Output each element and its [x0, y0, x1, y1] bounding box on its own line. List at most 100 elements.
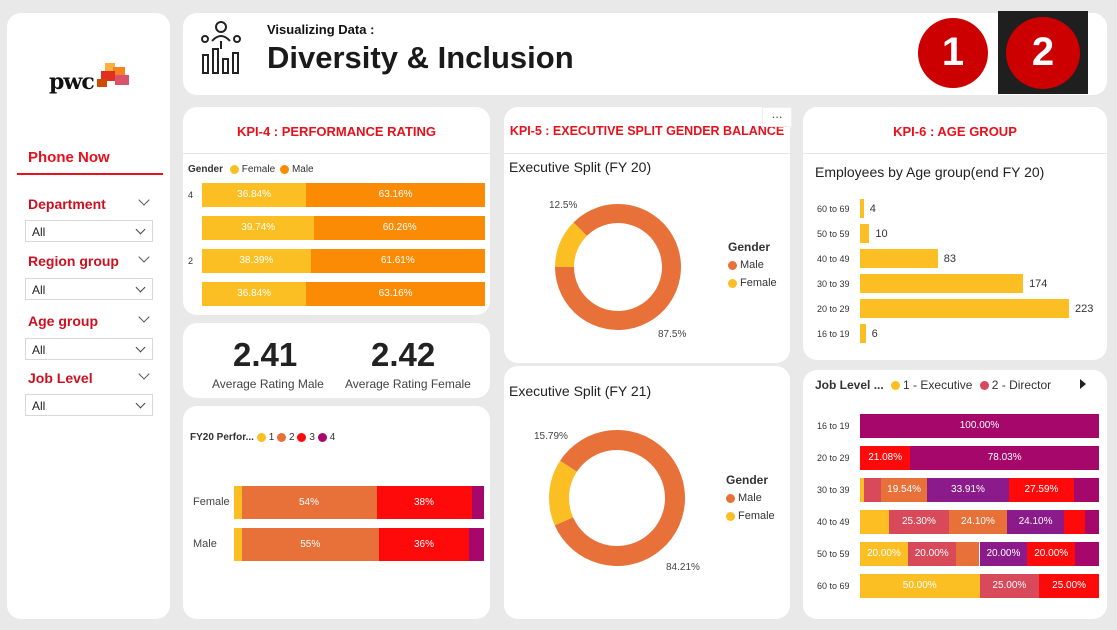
age-bar[interactable] — [860, 274, 1024, 293]
region-group-dropdown[interactable]: All — [25, 278, 153, 300]
donut-slice-male[interactable] — [555, 204, 681, 330]
job-level-segment[interactable]: 24.10% — [949, 510, 1007, 534]
job-level-segment[interactable]: 50.00% — [860, 574, 980, 598]
legend-item-female[interactable]: Female — [726, 510, 775, 522]
legend-item-male[interactable]: Male — [726, 492, 775, 504]
page-1-button[interactable]: 1 — [918, 18, 988, 88]
category-label: Female — [193, 496, 230, 508]
page-2-button[interactable]: 2 — [1006, 17, 1080, 89]
chevron-down-icon[interactable] — [135, 398, 146, 409]
age-chart: 60 to 69 4 50 to 59 10 40 to 49 83 30 to 39 174… — [803, 199, 1107, 349]
ratings-card: 2.41 Average Rating Male 2.42 Average Ra… — [183, 323, 490, 398]
age-bar[interactable] — [860, 224, 870, 243]
age-group-dropdown[interactable]: All — [25, 338, 153, 360]
job-level-segment[interactable]: 20.00% — [907, 542, 956, 566]
perf-bar-row[interactable]: 38.39% 61.61% — [202, 249, 485, 273]
slicer-label: Department — [28, 196, 106, 212]
donut-slice-female[interactable] — [555, 222, 587, 267]
kpi5-legend-fy21: Gender Male Female — [726, 473, 775, 522]
more-options-icon[interactable]: ... — [762, 107, 792, 127]
legend-item-male[interactable]: Male — [279, 164, 314, 175]
department-dropdown[interactable]: All — [25, 220, 153, 242]
perf-segment[interactable] — [234, 528, 242, 561]
job-level-segment[interactable] — [860, 510, 889, 534]
perf-segment[interactable] — [471, 486, 484, 519]
perf-bar-male[interactable]: 63.16% — [306, 183, 485, 207]
age-bar[interactable] — [860, 299, 1069, 318]
job-level-segment[interactable]: 100.00% — [860, 414, 1099, 438]
legend-item-2[interactable]: 2 — [277, 432, 295, 443]
perf-segment[interactable]: 38% — [376, 486, 472, 519]
page-2-button-frame[interactable]: 2 — [998, 11, 1088, 94]
chevron-down-icon[interactable] — [135, 282, 146, 293]
slicer-label: Age group — [28, 313, 98, 329]
perf-bar-female[interactable]: 38.39% — [202, 249, 311, 273]
perf-segment[interactable]: 36% — [379, 528, 469, 561]
legend-item-3[interactable]: 3 — [297, 432, 315, 443]
perf-bar-male[interactable]: 61.61% — [310, 249, 485, 273]
perf-bar-row[interactable]: 36.84% 63.16% — [202, 183, 485, 207]
legend-item-executive[interactable]: 1 - Executive — [891, 378, 972, 392]
job-level-segment[interactable] — [1074, 478, 1099, 502]
age-label: 50 to 59 — [817, 229, 850, 239]
job-level-segment[interactable]: 21.08% — [860, 446, 911, 470]
age-bar[interactable] — [860, 324, 866, 343]
perf-bar-female[interactable]: 36.84% — [202, 183, 307, 207]
chevron-down-icon[interactable] — [135, 342, 146, 353]
legend-item-female[interactable]: Female — [728, 277, 777, 289]
slicer-label: Region group — [28, 253, 119, 269]
job-level-segment[interactable]: 20.00% — [1027, 542, 1076, 566]
perf-bar-row[interactable]: 39.74% 60.26% — [202, 216, 485, 240]
exec-split-fy20-title: Executive Split (FY 20) — [509, 159, 652, 175]
age-label: 16 to 19 — [817, 421, 850, 431]
exec-split-fy21-title: Executive Split (FY 21) — [509, 383, 652, 399]
age-bar[interactable] — [860, 249, 938, 268]
donut-slice-female[interactable] — [549, 460, 577, 526]
row-label: 4 — [188, 190, 194, 200]
job-level-segment[interactable]: 19.54% — [880, 478, 928, 502]
job-level-segment[interactable]: 24.10% — [1006, 510, 1065, 534]
fy20-performance-card: FY20 Perfor... 1 2 3 4 Female 54% 38% Male 5… — [183, 406, 490, 619]
perf-bar-female[interactable]: 36.84% — [202, 282, 307, 306]
job-level-segment[interactable]: 20.00% — [860, 542, 908, 566]
legend-item-director[interactable]: 2 - Director — [979, 378, 1051, 392]
legend-item-female[interactable]: Female — [229, 164, 275, 175]
job-level-segment[interactable] — [860, 478, 864, 502]
job-level-segment[interactable] — [1084, 510, 1099, 534]
age-bar[interactable] — [860, 199, 864, 218]
age-label: 30 to 39 — [817, 485, 850, 495]
age-value-label: 83 — [943, 253, 957, 265]
job-level-segment[interactable] — [1075, 542, 1099, 566]
job-level-segment[interactable]: 78.03% — [910, 446, 1099, 470]
perf-segment[interactable] — [469, 528, 484, 561]
job-level-segment[interactable]: 25.00% — [1039, 574, 1099, 598]
job-level-segment[interactable]: 20.00% — [979, 542, 1028, 566]
perf-segment[interactable]: 55% — [241, 528, 379, 561]
job-level-segment[interactable]: 33.91% — [927, 478, 1009, 502]
job-level-segment[interactable] — [863, 478, 881, 502]
legend-item-male[interactable]: Male — [728, 259, 777, 271]
kpi5-legend-fy20: Gender Male Female — [728, 240, 777, 289]
age-value-label: 6 — [871, 328, 878, 340]
perf-bar-male[interactable]: 60.26% — [314, 216, 485, 240]
kpi4-chart: 4 36.84% 63.16% 39.74% 60.26% 2 38.39% 61.61% 36… — [183, 183, 490, 313]
perf-segment[interactable]: 54% — [241, 486, 377, 519]
perf-bar-female[interactable]: 39.74% — [202, 216, 315, 240]
perf-bar-row[interactable]: 36.84% 63.16% — [202, 282, 485, 306]
age-value-label: 10 — [875, 228, 888, 240]
job-level-segment[interactable] — [1064, 510, 1085, 534]
job-level-segment[interactable]: 25.00% — [979, 574, 1040, 598]
donut-slice-male[interactable] — [554, 430, 685, 566]
perf-segment[interactable] — [234, 486, 242, 519]
divider — [803, 153, 1107, 154]
legend-item-4[interactable]: 4 — [317, 432, 335, 443]
legend-item-1[interactable]: 1 — [256, 432, 274, 443]
job-level-segment[interactable] — [955, 542, 980, 566]
legend-next-arrow-icon[interactable] — [1080, 379, 1086, 389]
age-value-label: 174 — [1029, 278, 1048, 290]
chevron-down-icon[interactable] — [135, 224, 146, 235]
job-level-segment[interactable]: 27.59% — [1008, 478, 1075, 502]
job-level-dropdown[interactable]: All — [25, 394, 153, 416]
job-level-segment[interactable]: 25.30% — [888, 510, 950, 534]
perf-bar-male[interactable]: 63.16% — [306, 282, 485, 306]
